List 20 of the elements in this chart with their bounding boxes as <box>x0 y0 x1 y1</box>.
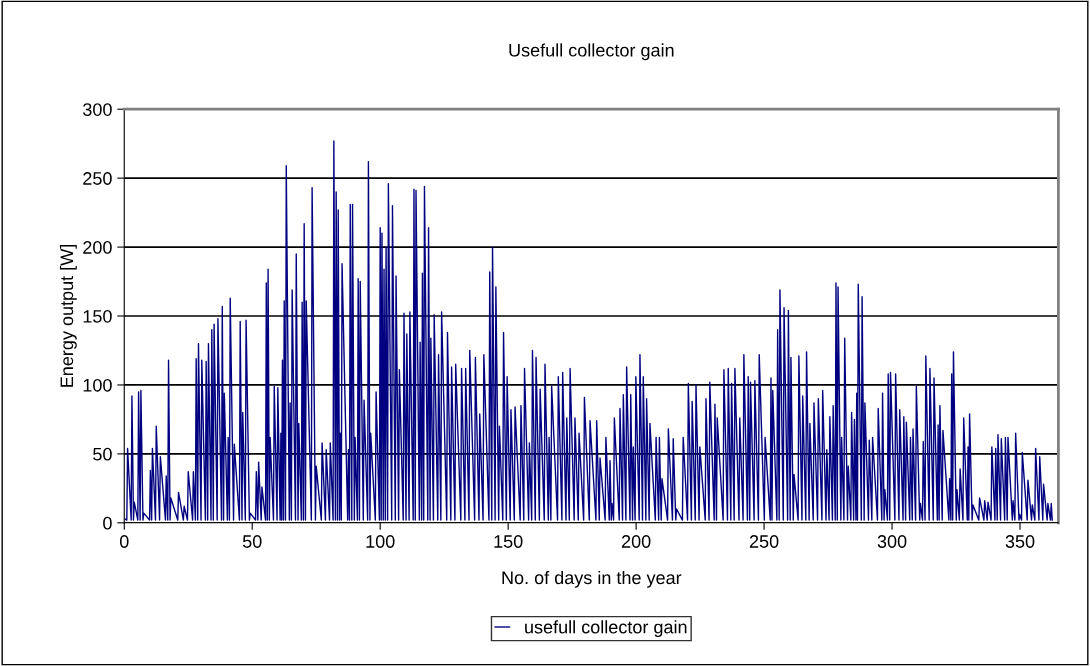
x-axis-title: No. of days in the year <box>502 570 682 588</box>
x-tick-label: 300 <box>877 535 907 548</box>
line-series <box>124 140 1053 521</box>
x-tick-label: 150 <box>494 535 523 548</box>
chart-title: Usefull collector gain <box>509 43 674 61</box>
legend-label: usefull collector gain <box>525 620 687 638</box>
y-tick-label: 200 <box>83 241 112 254</box>
x-tick-label: 100 <box>366 535 395 548</box>
y-tick-label: 50 <box>93 447 112 461</box>
y-tick-label: 250 <box>83 172 112 185</box>
x-tick-label: 200 <box>621 535 651 548</box>
x-tick-label: 250 <box>749 535 779 548</box>
y-tick-label: 0 <box>103 516 112 530</box>
x-tick-label: 50 <box>242 535 262 548</box>
y-tick-label: 300 <box>83 103 112 116</box>
y-tick-label: 150 <box>83 309 112 323</box>
x-tick-label: 350 <box>1005 535 1035 548</box>
y-tick-label: 100 <box>83 378 112 392</box>
x-tick-label: 0 <box>119 535 129 548</box>
y-axis-title: Energy output [W] <box>59 245 77 387</box>
